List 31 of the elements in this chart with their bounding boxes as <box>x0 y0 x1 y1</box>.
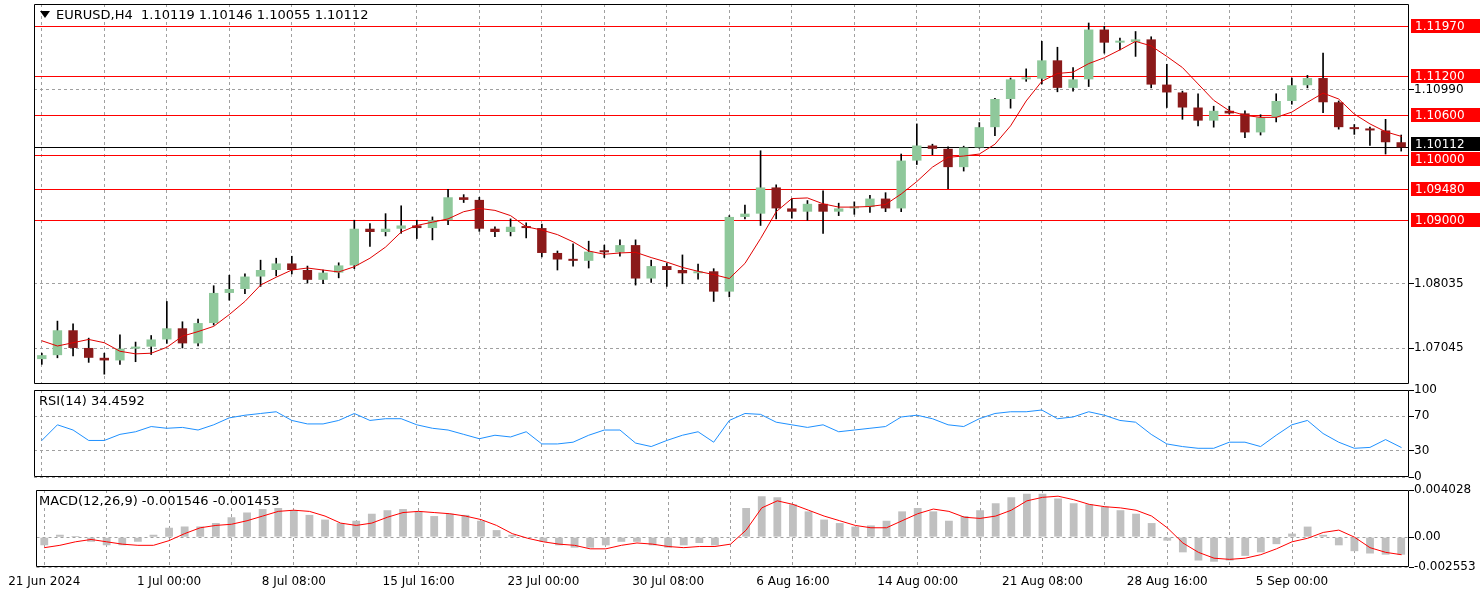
x-tick-label: 15 Jul 16:00 <box>382 574 455 589</box>
y-tick-label: 0.004028 <box>1414 482 1472 497</box>
ref-line-label: 1.10112 <box>1415 136 1465 151</box>
x-tick-label: 8 Jul 08:00 <box>261 574 326 589</box>
y-tick-label: 1.07045 <box>1414 340 1464 355</box>
x-tick-label: 6 Aug 16:00 <box>756 574 830 589</box>
y-tick-label: 1.10990 <box>1414 81 1464 96</box>
x-tick-label: 14 Aug 00:00 <box>877 574 959 589</box>
y-tick-label: 0.00 <box>1414 529 1441 544</box>
x-tick-label: 21 Jun 2024 <box>8 574 81 589</box>
y-tick-label: 70 <box>1414 408 1430 423</box>
y-tick-label: 0 <box>1414 469 1422 484</box>
y-tick-label: 1.08035 <box>1414 275 1464 290</box>
chart-title: MACD(12,26,9) -0.001546 -0.001453 <box>37 493 282 508</box>
x-tick-label: 30 Jul 08:00 <box>632 574 705 589</box>
ref-line-label: 1.10600 <box>1415 107 1465 122</box>
ref-line-label: 1.09000 <box>1415 212 1465 227</box>
y-tick-label: 100 <box>1414 382 1437 397</box>
x-tick-label: 28 Aug 16:00 <box>1126 574 1208 589</box>
ref-line-label: 1.11200 <box>1415 68 1465 83</box>
x-tick-label: 1 Jul 00:00 <box>136 574 202 589</box>
chart-title: RSI(14) 34.4592 <box>37 393 147 408</box>
y-tick-label: 30 <box>1414 443 1430 458</box>
x-tick-label: 21 Aug 08:00 <box>1002 574 1083 589</box>
y-tick-label: -0.002553 <box>1414 559 1476 574</box>
x-tick-label: 23 Jul 00:00 <box>507 574 580 589</box>
ref-line-label: 1.09480 <box>1415 181 1465 196</box>
ref-line-label: 1.11970 <box>1415 18 1465 33</box>
chart-title: EURUSD,H4 1.10119 1.10146 1.10055 1.10112 <box>54 7 371 22</box>
ref-line-label: 1.10000 <box>1415 151 1465 166</box>
x-tick-label: 5 Sep 00:00 <box>1255 574 1329 589</box>
